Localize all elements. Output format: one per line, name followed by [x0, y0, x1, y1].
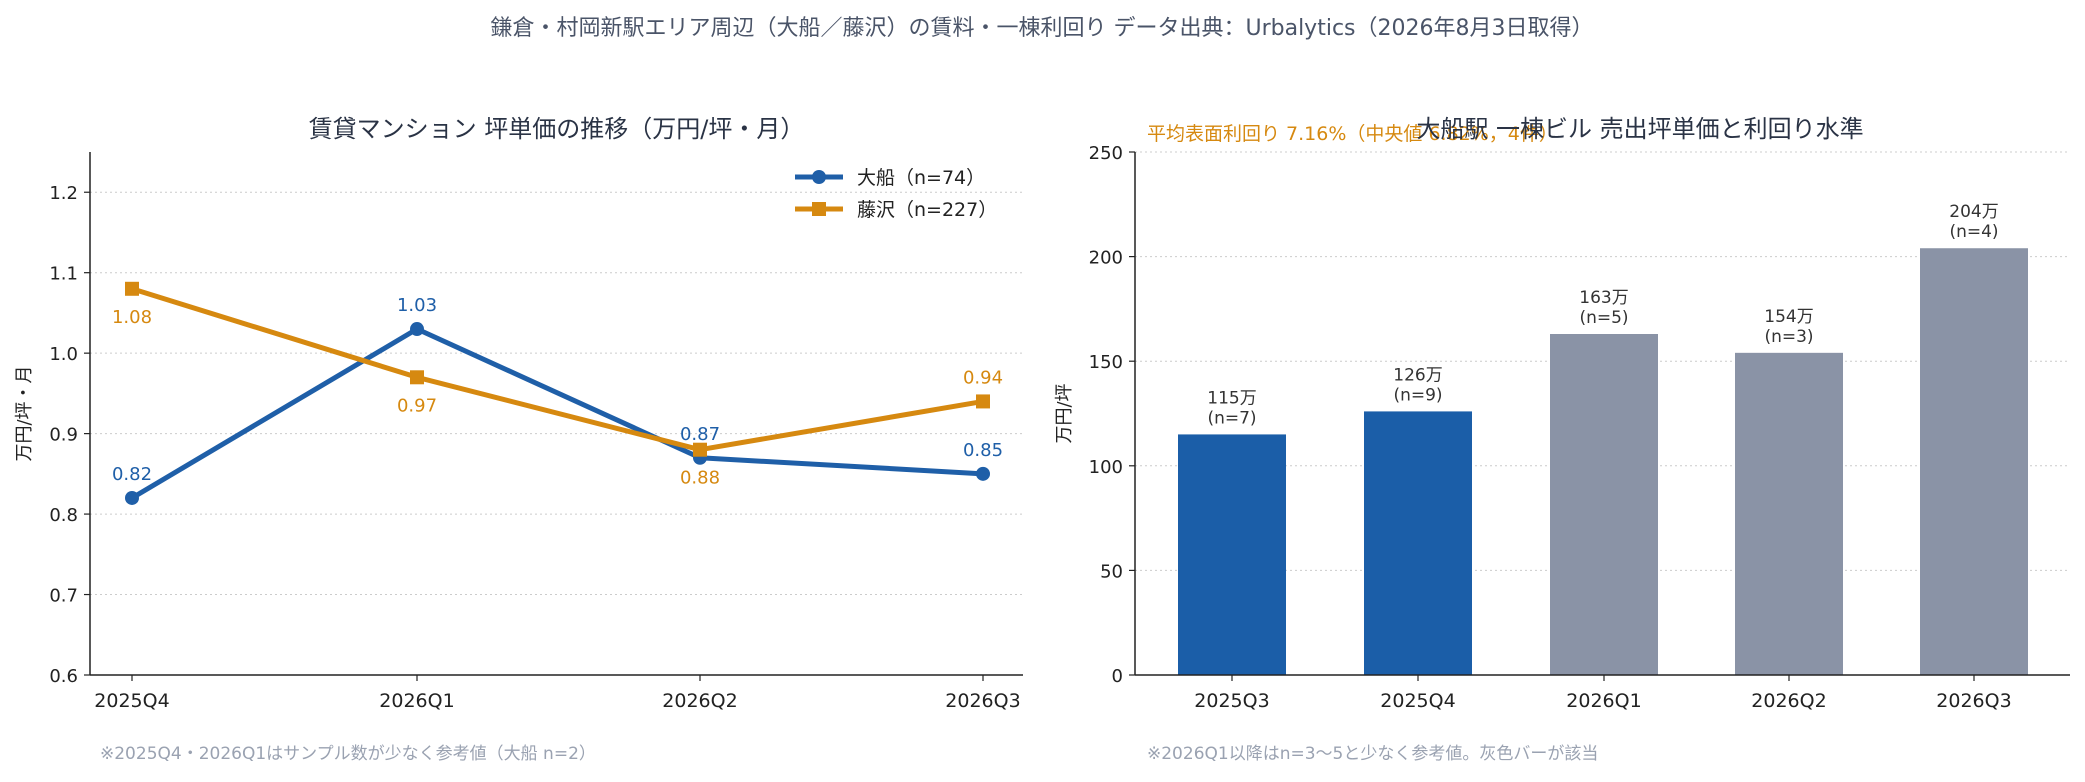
chart-title: 大船駅 一棟ビル 売出坪単価と利回り水準: [1416, 115, 1863, 143]
bar-value-label: 163万: [1579, 288, 1628, 308]
data-point: [410, 322, 424, 337]
legend-marker: [812, 170, 826, 184]
bar-value-label: 154万: [1764, 307, 1813, 327]
bar-value-label: 126万: [1393, 365, 1442, 385]
data-label: 1.08: [112, 307, 152, 328]
bar: [1920, 248, 2028, 675]
x-tick-label: 2025Q4: [94, 690, 169, 712]
legend-entry: 藤沢（n=227）: [857, 199, 997, 221]
y-tick-label: 0.7: [49, 586, 78, 607]
bar-value-label: 204万: [1949, 202, 1998, 222]
bar-count-label: (n=5): [1579, 308, 1628, 328]
y-tick-label: 100: [1089, 457, 1123, 478]
y-tick-label: 0: [1112, 666, 1123, 687]
x-tick-label: 2025Q3: [1194, 690, 1269, 712]
y-tick-label: 250: [1089, 143, 1123, 164]
bar-count-label: (n=7): [1207, 408, 1256, 428]
data-point: [693, 442, 707, 457]
y-tick-label: 1.1: [49, 264, 78, 285]
x-tick-label: 2026Q2: [662, 690, 737, 712]
x-tick-label: 2025Q4: [1380, 690, 1455, 712]
x-tick-label: 2026Q1: [379, 690, 454, 712]
bar-count-label: (n=9): [1393, 385, 1442, 405]
y-tick-label: 50: [1100, 561, 1123, 582]
data-label: 0.97: [397, 395, 437, 416]
data-point: [410, 370, 424, 385]
legend-marker: [812, 202, 826, 216]
chart-note: ※2026Q1以降はn=3〜5と少なく参考値。灰色バーが該当: [1147, 744, 1598, 764]
bar: [1550, 334, 1658, 675]
y-tick-label: 0.9: [49, 425, 78, 446]
y-tick-label: 0.6: [49, 666, 78, 687]
x-tick-label: 2026Q2: [1751, 690, 1826, 712]
legend-entry: 大船（n=74）: [857, 167, 985, 189]
bar: [1364, 411, 1472, 675]
bar: [1178, 434, 1286, 675]
page-title: 鎌倉・村岡新駅エリア周辺（大船／藤沢）の賃料・一棟利回り データ出典：Urbal…: [490, 16, 1593, 41]
data-label: 0.94: [963, 367, 1003, 388]
y-tick-label: 150: [1089, 352, 1123, 373]
bar-value-label: 115万: [1207, 388, 1256, 408]
y-tick-label: 1.0: [49, 344, 78, 365]
data-label: 0.88: [680, 468, 720, 489]
chart-title: 賃貸マンション 坪単価の推移（万円/坪・月）: [309, 115, 805, 143]
rent-line-chart: 0.6 0.7 0.8 0.9 1.0 1.1 1.2 2025Q4 2026Q1 2026Q2 2…: [14, 115, 1023, 764]
y-tick-label: 1.2: [49, 183, 78, 204]
data-label: 0.82: [112, 464, 152, 485]
data-point: [125, 281, 139, 296]
x-tick-label: 2026Q3: [945, 690, 1020, 712]
data-point: [125, 490, 139, 505]
series-line-ofuna: [130, 326, 984, 501]
data-label: 0.87: [680, 424, 720, 445]
y-axis-label: 万円/坪・月: [14, 365, 35, 461]
data-label: 1.03: [397, 295, 437, 316]
bar: [1735, 352, 1843, 675]
y-tick-label: 200: [1089, 248, 1123, 269]
y-tick-label: 0.8: [49, 505, 78, 526]
data-label: 0.85: [963, 440, 1003, 461]
bar-count-label: (n=4): [1949, 222, 1998, 242]
x-tick-label: 2026Q3: [1936, 690, 2011, 712]
data-point: [976, 394, 990, 409]
y-axis-label: 万円/坪: [1054, 383, 1075, 443]
data-point: [976, 466, 990, 481]
price-bar-chart: 115万(n=7) 126万(n=9) 163万(n=5) 154万(n=3) 204万…: [1054, 115, 2070, 764]
series-line-fujisawa: [131, 286, 984, 453]
yield-annotation: 平均表面利回り 7.16%（中央値 6.82%，4件）: [1147, 123, 1558, 145]
x-tick-label: 2026Q1: [1566, 690, 1641, 712]
chart-note: ※2025Q4・2026Q1はサンプル数が少なく参考値（大船 n=2）: [100, 744, 596, 764]
bar-count-label: (n=3): [1764, 327, 1813, 347]
